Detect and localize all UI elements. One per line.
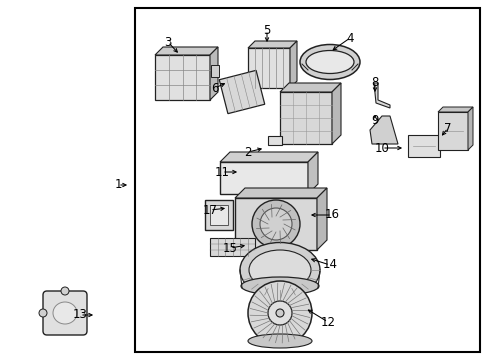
Bar — [135, 8, 479, 352]
Polygon shape — [220, 152, 317, 162]
Polygon shape — [369, 116, 397, 144]
Circle shape — [39, 309, 47, 317]
Bar — [210, 65, 219, 77]
Bar — [209, 238, 254, 256]
Text: 7: 7 — [443, 122, 451, 135]
Ellipse shape — [241, 277, 318, 295]
Polygon shape — [247, 41, 296, 48]
Text: 6: 6 — [211, 81, 218, 94]
Polygon shape — [467, 107, 472, 150]
Bar — [235, 198, 316, 250]
Text: 5: 5 — [263, 23, 270, 36]
Text: 2: 2 — [244, 145, 251, 158]
Bar — [267, 136, 282, 145]
Text: 12: 12 — [320, 315, 335, 328]
Bar — [247, 48, 289, 88]
Polygon shape — [219, 70, 264, 114]
Bar — [209, 205, 227, 225]
Polygon shape — [307, 152, 317, 194]
Polygon shape — [235, 188, 326, 198]
Polygon shape — [373, 83, 389, 108]
Ellipse shape — [247, 334, 311, 348]
Bar — [280, 92, 331, 144]
Text: 11: 11 — [214, 166, 229, 179]
Text: 10: 10 — [374, 141, 388, 154]
Polygon shape — [437, 107, 472, 112]
Polygon shape — [316, 188, 326, 250]
Circle shape — [267, 301, 291, 325]
Text: 13: 13 — [72, 309, 87, 321]
Polygon shape — [280, 83, 340, 92]
Circle shape — [247, 281, 311, 345]
Text: 17: 17 — [202, 203, 217, 216]
Ellipse shape — [240, 243, 319, 297]
Polygon shape — [289, 41, 296, 88]
Text: 8: 8 — [370, 76, 378, 89]
Text: 9: 9 — [370, 113, 378, 126]
Ellipse shape — [53, 302, 77, 324]
Ellipse shape — [248, 250, 310, 290]
Circle shape — [275, 309, 284, 317]
Text: 3: 3 — [164, 36, 171, 49]
Bar — [204, 200, 232, 230]
Polygon shape — [155, 47, 218, 55]
Circle shape — [251, 200, 299, 248]
Bar — [437, 112, 467, 150]
Text: 16: 16 — [324, 208, 339, 221]
Text: 4: 4 — [346, 31, 353, 45]
Bar — [407, 135, 439, 157]
Polygon shape — [209, 47, 218, 100]
Ellipse shape — [299, 45, 359, 80]
Circle shape — [61, 287, 69, 295]
Text: 1: 1 — [114, 179, 122, 192]
FancyBboxPatch shape — [43, 291, 87, 335]
Text: 15: 15 — [222, 242, 237, 255]
Circle shape — [260, 208, 291, 240]
Bar — [155, 55, 209, 100]
Ellipse shape — [305, 50, 353, 73]
Polygon shape — [331, 83, 340, 144]
Bar — [220, 162, 307, 194]
Text: 14: 14 — [322, 258, 337, 271]
